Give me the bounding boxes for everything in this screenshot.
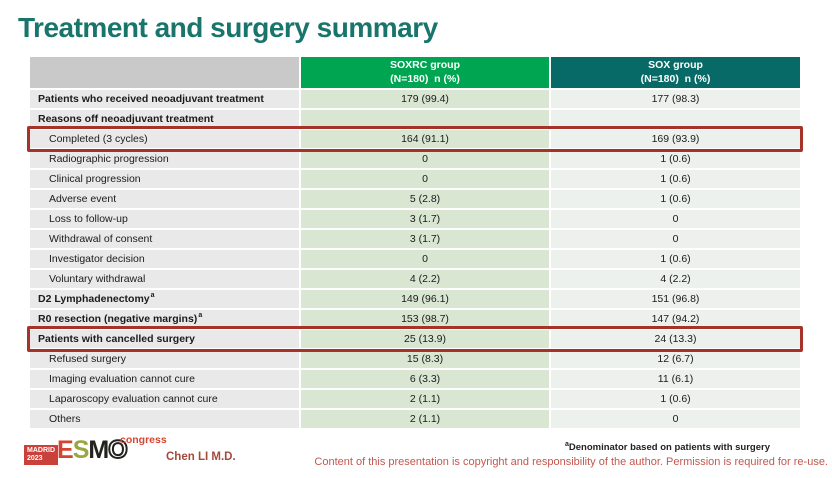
row-label: Clinical progression [30,170,299,190]
footnote-text: Denominator based on patients with surge… [568,442,770,454]
esmo-letter: M [88,436,109,464]
sox-value: 1 (0.6) [551,190,800,210]
row-label: Reasons off neoadjuvant treatment [30,110,299,130]
sox-value: 177 (98.3) [551,90,800,110]
soxrc-value: 179 (99.4) [301,90,549,110]
sox-value: 1 (0.6) [551,390,800,410]
row-label: Completed (3 cycles) [30,130,299,150]
sox-value: 0 [551,210,800,230]
table-header-soxrc: SOXRC group (N=180) n (%) [301,57,549,90]
page-title: Treatment and surgery summary [18,12,438,43]
badge-year: 2023 [27,455,43,463]
table-header-empty [30,57,299,90]
row-label: Withdrawal of consent [30,230,299,250]
footnote-superscript: a [564,441,569,448]
sox-value: 4 (2.2) [551,270,800,290]
row-label: Patients with cancelled surgery [30,330,299,350]
badge-city: MADRID [27,447,55,454]
soxrc-value: 149 (96.1) [301,290,549,310]
row-label: Radiographic progression [30,150,299,170]
soxrc-value: 2 (1.1) [301,410,549,430]
sox-value [551,110,800,130]
sox-header-subtitle: (N=180) n (%) [640,72,711,85]
sox-value: 1 (0.6) [551,170,800,190]
sox-value: 1 (0.6) [551,250,800,270]
row-label: Others [30,410,299,430]
sox-value: 151 (96.8) [551,290,800,310]
soxrc-value: 5 (2.8) [301,190,549,210]
copyright-notice: Content of this presentation is copyrigh… [314,456,828,468]
esmo-letter: O [107,436,129,464]
esmo-letter: S [72,436,90,464]
row-label: Imaging evaluation cannot cure [30,370,299,390]
soxrc-value: 0 [301,170,549,190]
sox-value: 1 (0.6) [551,150,800,170]
sox-value: 0 [551,230,800,250]
row-label: Investigator decision [30,250,299,270]
table-header-sox: SOX group (N=180) n (%) [551,57,800,90]
sox-header-title: SOX group [648,58,703,71]
sox-value: 12 (6.7) [551,350,800,370]
presenter-name: Chen LI M.D. [166,451,236,463]
row-label: Loss to follow-up [30,210,299,230]
soxrc-value [301,110,549,130]
sox-value: 169 (93.9) [551,130,800,150]
madrid-2023-badge: MADRID 2023 [24,445,58,466]
soxrc-value: 3 (1.7) [301,210,549,230]
row-label: Patients who received neoadjuvant treatm… [30,90,299,110]
soxrc-value: 4 (2.2) [301,270,549,290]
sox-value: 11 (6.1) [551,370,800,390]
esmo-logo-text: ESMO [57,436,129,464]
summary-table: SOXRC group (N=180) n (%) SOX group (N=1… [27,57,803,430]
esmo-congress-logo: MADRID 2023 ESMO congress [24,434,184,473]
sox-value: 24 (13.3) [551,330,800,350]
esmo-letter: E [57,436,74,464]
row-label: Refused surgery [30,350,299,370]
row-label: Adverse event [30,190,299,210]
row-label: Voluntary withdrawal [30,270,299,290]
soxrc-value: 3 (1.7) [301,230,549,250]
soxrc-value: 6 (3.3) [301,370,549,390]
soxrc-value: 0 [301,250,549,270]
soxrc-header-title: SOXRC group [390,58,460,71]
soxrc-value: 25 (13.9) [301,330,549,350]
soxrc-value: 15 (8.3) [301,350,549,370]
row-label: R0 resection (negative margins) a [30,310,299,330]
soxrc-value: 2 (1.1) [301,390,549,410]
row-label: Laparoscopy evaluation cannot cure [30,390,299,410]
soxrc-value: 164 (91.1) [301,130,549,150]
row-label: D2 Lymphadenectomy a [30,290,299,310]
soxrc-value: 153 (98.7) [301,310,549,330]
table-footnote: aDenominator based on patients with surg… [565,441,770,453]
sox-value: 0 [551,410,800,430]
soxrc-header-subtitle: (N=180) n (%) [390,72,460,85]
sox-value: 147 (94.2) [551,310,800,330]
soxrc-value: 0 [301,150,549,170]
congress-label: congress [120,434,167,446]
